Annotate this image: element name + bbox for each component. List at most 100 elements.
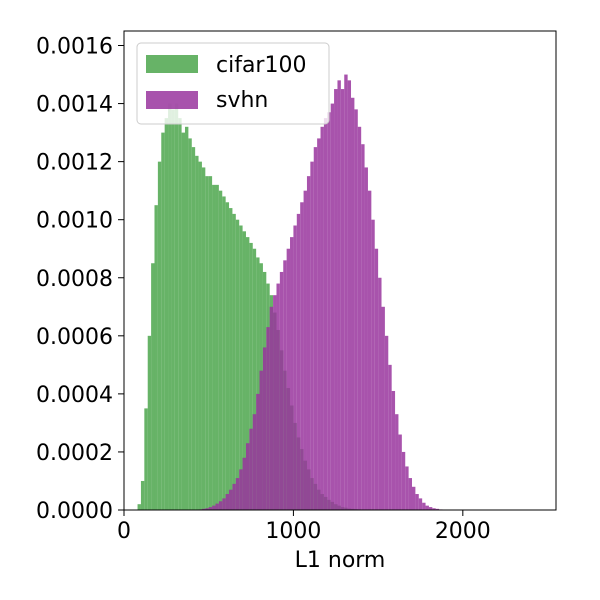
histogram-bar-cifar100 — [164, 118, 169, 510]
histogram-bar-cifar100 — [225, 202, 230, 510]
histogram-bar-svhn — [378, 277, 382, 510]
histogram-bar-svhn — [334, 89, 338, 510]
histogram-bar-svhn — [212, 505, 216, 510]
histogram-bar-cifar100 — [181, 132, 185, 511]
x-tick-label: 2000 — [435, 519, 491, 544]
histogram-bar-svhn — [432, 508, 436, 510]
histogram-bar-cifar100 — [215, 184, 219, 511]
y-tick-label: 0.0016 — [36, 35, 113, 60]
histogram-bar-svhn — [235, 478, 240, 510]
histogram-bar-svhn — [276, 283, 280, 510]
histogram-bar-svhn — [239, 469, 243, 510]
histogram-bar-cifar100 — [161, 132, 165, 511]
histogram-bar-svhn — [412, 486, 416, 510]
histogram-bar-svhn — [313, 147, 318, 510]
histogram-bar-svhn — [398, 434, 402, 510]
histogram-bar-cifar100 — [171, 109, 175, 510]
histogram-bar-svhn — [357, 126, 362, 511]
histogram-bar-svhn — [201, 508, 206, 510]
histogram-bar-svhn — [354, 109, 358, 510]
histogram-bar-svhn — [408, 478, 412, 510]
histogram-bar-cifar100 — [198, 161, 202, 510]
histogram-bar-svhn — [374, 248, 379, 511]
y-tick-label: 0.0012 — [36, 151, 113, 176]
histogram-bar-cifar100 — [157, 161, 162, 510]
histogram-bar-svhn — [249, 428, 253, 510]
histogram-bar-cifar100 — [178, 118, 182, 510]
x-tick-label: 0 — [117, 519, 131, 544]
histogram-bar-svhn — [293, 225, 297, 510]
histogram-bar-svhn — [371, 219, 375, 510]
histogram-bar-svhn — [303, 190, 307, 511]
histogram-bar-cifar100 — [229, 208, 233, 510]
histogram-bar-cifar100 — [218, 190, 223, 511]
y-tick-label: 0.0008 — [36, 267, 113, 292]
histogram-bar-svhn — [208, 507, 213, 510]
histogram-bar-svhn — [347, 80, 352, 510]
histogram-bar-svhn — [259, 370, 263, 510]
legend-swatch-svhn — [146, 91, 198, 109]
histogram-bar-cifar100 — [140, 480, 145, 510]
y-tick-label: 0.0006 — [36, 325, 113, 350]
histogram-bar-svhn — [415, 494, 419, 510]
legend-label-cifar100: cifar100 — [216, 53, 306, 78]
histogram-bar-svhn — [395, 414, 399, 510]
legend-label-svhn: svhn — [216, 88, 268, 113]
histogram-bar-svhn — [273, 295, 277, 510]
histogram-bar-cifar100 — [245, 237, 250, 510]
histogram-bar-svhn — [422, 502, 426, 510]
y-tick-label: 0.0004 — [36, 383, 113, 408]
histogram-bar-svhn — [344, 74, 348, 511]
histogram-bar-cifar100 — [242, 231, 246, 510]
histogram-bar-svhn — [367, 190, 372, 511]
histogram-bar-svhn — [218, 501, 223, 510]
histogram-bar-svhn — [391, 390, 396, 510]
histogram-bar-svhn — [401, 451, 406, 510]
histogram-bar-cifar100 — [201, 167, 206, 510]
histogram-bar-svhn — [300, 202, 304, 510]
histogram-bar-cifar100 — [154, 205, 158, 510]
histogram-bar-svhn — [340, 89, 345, 510]
legend-swatch-cifar100 — [146, 55, 198, 73]
histogram-bar-cifar100 — [144, 408, 148, 510]
histogram-bar-svhn — [388, 364, 392, 510]
histogram-bar-cifar100 — [188, 138, 192, 510]
histogram-bar-svhn — [286, 248, 291, 511]
histogram-bar-svhn — [262, 347, 267, 510]
histogram-bar-svhn — [306, 176, 311, 510]
histogram-bar-cifar100 — [195, 155, 199, 510]
histogram-bar-cifar100 — [208, 176, 213, 510]
histogram-bar-cifar100 — [205, 176, 209, 510]
histogram-bar-svhn — [215, 503, 219, 510]
plot-area-frame — [123, 30, 557, 511]
histogram-bar-svhn — [225, 494, 230, 510]
y-axis: 0.0000 0.0002 0.0004 0.0006 0.0008 0.0010 0.00… — [36, 35, 124, 524]
y-tick-label: 0.0000 — [36, 499, 113, 524]
x-axis: 0 1000 2000 — [117, 510, 491, 544]
histogram-bar-cifar100 — [256, 257, 260, 510]
histogram-bar-svhn — [323, 118, 328, 510]
histogram-bar-svhn — [252, 414, 257, 510]
legend: cifar100 svhn — [136, 42, 330, 125]
histogram-bar-svhn — [256, 393, 260, 510]
histogram-bar-svhn — [229, 489, 233, 510]
histogram-bar-cifar100 — [137, 504, 141, 510]
histogram-bar-svhn — [269, 306, 274, 510]
histogram-bar-svhn — [310, 161, 314, 510]
series-svhn-bars — [198, 74, 446, 511]
histogram-bar-cifar100 — [252, 248, 257, 511]
histogram-bar-svhn — [290, 237, 294, 510]
y-tick-label: 0.0014 — [36, 93, 113, 118]
histogram-bar-cifar100 — [147, 335, 152, 510]
histogram-bar-svhn — [351, 97, 355, 511]
histogram-bar-svhn — [384, 335, 389, 510]
histogram-bar-svhn — [205, 508, 209, 510]
histogram-bar-cifar100 — [168, 103, 172, 510]
histogram-bar-svhn — [222, 498, 226, 510]
histogram-bar-svhn — [435, 508, 440, 510]
histogram-bar-svhn — [364, 167, 368, 510]
histogram-bar-cifar100 — [184, 126, 189, 511]
histogram-bar-svhn — [266, 327, 270, 510]
histogram-bar-svhn — [317, 138, 321, 510]
